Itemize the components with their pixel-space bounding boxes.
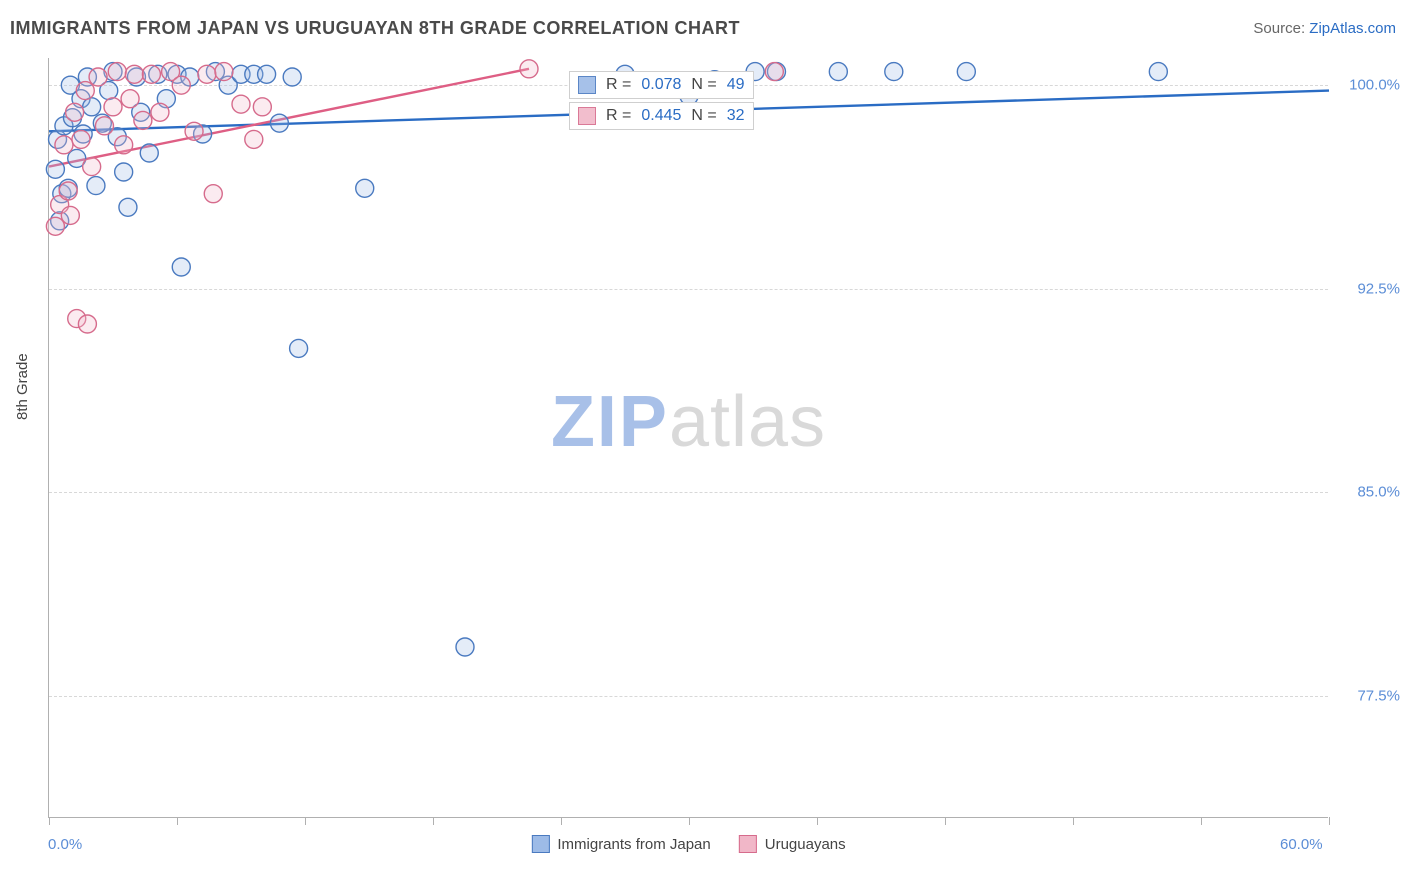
data-point-japan [140,144,158,162]
data-point-japan [1149,63,1167,81]
data-point-japan [258,65,276,83]
data-point-uruguay [61,206,79,224]
stat-n-label: N = [691,107,716,125]
stat-swatch-uruguay [578,107,596,125]
x-tick [945,817,946,825]
stat-n-value: 32 [727,107,745,125]
data-point-uruguay [108,63,126,81]
data-point-uruguay [198,65,216,83]
data-point-uruguay [204,185,222,203]
x-tick [433,817,434,825]
data-point-japan [356,179,374,197]
data-point-japan [172,258,190,276]
data-point-uruguay [121,90,139,108]
stat-box-uruguay: R = 0.445 N = 32 [569,102,754,130]
data-point-uruguay [115,136,133,154]
data-point-uruguay [89,68,107,86]
data-point-uruguay [134,111,152,129]
data-point-uruguay [245,130,263,148]
stat-box-japan: R = 0.078 N = 49 [569,71,754,99]
data-point-japan [957,63,975,81]
y-tick-label: 100.0% [1349,77,1400,94]
x-tick [1201,817,1202,825]
x-tick [49,817,50,825]
source-prefix: Source: [1253,20,1309,37]
data-point-uruguay [151,103,169,121]
stat-r-value: 0.078 [641,76,681,94]
legend-item-uruguay: Uruguayans [739,835,846,853]
data-point-uruguay [185,122,203,140]
data-point-japan [83,98,101,116]
x-tick [305,817,306,825]
source-link[interactable]: ZipAtlas.com [1309,20,1396,37]
data-point-uruguay [83,158,101,176]
chart-title: IMMIGRANTS FROM JAPAN VS URUGUAYAN 8TH G… [10,18,740,39]
data-point-uruguay [253,98,271,116]
data-point-uruguay [142,65,160,83]
data-point-japan [87,177,105,195]
y-tick-label: 85.0% [1357,484,1400,501]
scatter-chart: 77.5%85.0%92.5%100.0% ZIPatlas R =0.078N… [48,58,1328,818]
data-point-uruguay [95,117,113,135]
data-point-japan [115,163,133,181]
data-point-uruguay [172,76,190,94]
data-point-japan [885,63,903,81]
data-point-japan [829,63,847,81]
data-point-uruguay [72,130,90,148]
data-point-uruguay [232,95,250,113]
y-tick-label: 77.5% [1357,687,1400,704]
stat-r-label: R = [606,76,631,94]
data-point-uruguay [104,98,122,116]
data-point-uruguay [59,182,77,200]
x-tick [817,817,818,825]
stat-r-label: R = [606,107,631,125]
stat-n-value: 49 [727,76,745,94]
plot-svg [49,58,1328,817]
legend: Immigrants from Japan Uruguayans [531,835,845,853]
x-axis-min-label: 0.0% [48,836,82,853]
stat-n-label: N = [691,76,716,94]
x-tick [177,817,178,825]
x-tick [561,817,562,825]
x-tick [689,817,690,825]
source-attribution: Source: ZipAtlas.com [1253,20,1396,37]
data-point-uruguay [215,63,233,81]
data-point-japan [119,198,137,216]
x-tick [1073,817,1074,825]
legend-item-japan: Immigrants from Japan [531,835,710,853]
data-point-uruguay [55,136,73,154]
data-point-uruguay [76,82,94,100]
legend-label-uruguay: Uruguayans [765,836,846,853]
data-point-uruguay [125,65,143,83]
data-point-uruguay [66,103,84,121]
chart-header: IMMIGRANTS FROM JAPAN VS URUGUAYAN 8TH G… [10,18,1396,39]
legend-swatch-japan [531,835,549,853]
y-axis-label: 8th Grade [14,353,31,420]
stat-r-value: 0.445 [641,107,681,125]
x-tick [1329,817,1330,825]
data-point-uruguay [46,217,64,235]
y-tick-label: 92.5% [1357,280,1400,297]
data-point-japan [283,68,301,86]
data-point-uruguay [78,315,96,333]
data-point-uruguay [765,63,783,81]
x-axis-max-label: 60.0% [1280,836,1323,853]
data-point-japan [270,114,288,132]
data-point-japan [46,160,64,178]
stat-swatch-japan [578,76,596,94]
data-point-uruguay [520,60,538,78]
legend-label-japan: Immigrants from Japan [557,836,710,853]
data-point-japan [456,638,474,656]
data-point-japan [290,339,308,357]
legend-swatch-uruguay [739,835,757,853]
